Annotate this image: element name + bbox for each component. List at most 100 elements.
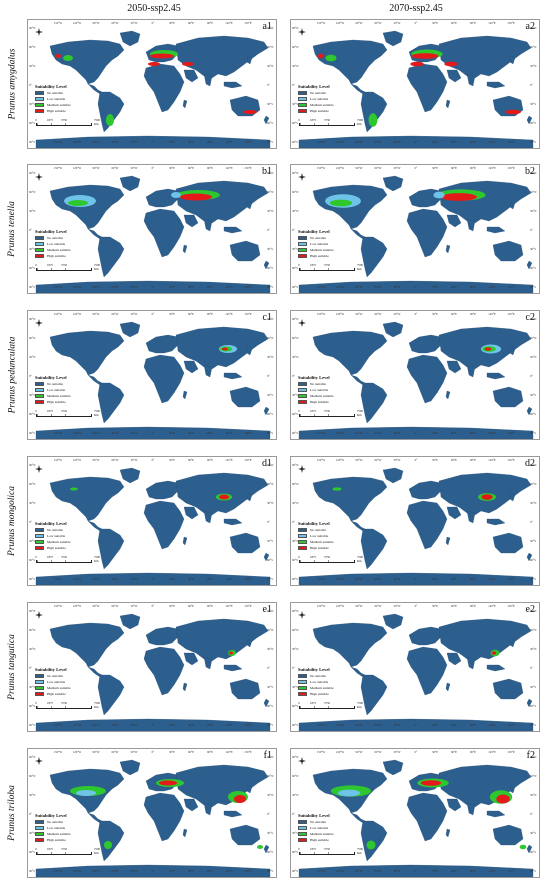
suitability-legend: Suitability Level No suitable Low suitable… <box>298 229 368 259</box>
land-area <box>183 798 199 812</box>
longitude-tick-label: 30°W <box>130 312 138 316</box>
latitude-tick-label: 30°N <box>530 209 537 213</box>
legend-label: Low suitable <box>310 242 329 246</box>
land-area <box>445 244 451 254</box>
longitude-tick-label: 30°W <box>393 577 401 581</box>
scale-tick-label: 0 <box>35 701 37 705</box>
latitude-tick-label: 30°S <box>292 831 298 835</box>
latitude-tick-label: 30°N <box>29 647 36 651</box>
scale-bar: 0 1875 3750 7500 Km <box>298 118 369 126</box>
land-area <box>223 810 243 818</box>
land-area <box>408 626 442 646</box>
longitude-tick-label: 120°W <box>72 21 82 25</box>
scale-tick-label: 3750 <box>324 118 330 122</box>
latitude-ticks-left: 90°N 60°N 30°N 0° 30°S 60°S 90°S <box>29 311 37 439</box>
longitude-tick-label: 60°E <box>450 458 458 462</box>
land-area <box>360 236 388 278</box>
legend-swatch <box>298 96 307 102</box>
longitude-tick-label: 120°W <box>335 285 345 289</box>
latitude-tick-label: 60°N <box>267 774 274 778</box>
high-suitability-area <box>444 61 458 67</box>
latitude-tick-label: 60°N <box>292 45 299 49</box>
latitude-tick-label: 30°N <box>292 793 299 797</box>
legend-swatch <box>298 539 307 545</box>
land-area <box>182 536 188 546</box>
longitude-tick-label: 30°W <box>130 577 138 581</box>
latitude-tick-label: 60°S <box>292 558 298 562</box>
longitude-tick-label: 60°E <box>450 140 458 144</box>
north-arrow-icon <box>298 28 306 36</box>
longitude-ticks-top: 150°W 120°W 90°W 60°W 30°W 0° 30°E 60°E 90°E 120°… <box>291 458 539 465</box>
longitude-ticks-top: 150°W 120°W 90°W 60°W 30°W 0° 30°E 60°E 90°E 120°… <box>28 750 276 757</box>
low-suitability-area <box>171 192 181 198</box>
land-area <box>360 674 388 716</box>
land-area <box>509 492 516 502</box>
longitude-tick-label: 150°W <box>316 140 326 144</box>
latitude-tick-label: 30°S <box>29 831 35 835</box>
longitude-tick-label: 30°E <box>431 21 439 25</box>
longitude-tick-label: 90°E <box>469 723 477 727</box>
land-area <box>143 354 185 404</box>
longitude-tick-label: 30°E <box>168 604 176 608</box>
land-area <box>203 218 213 232</box>
longitude-tick-label: 150°E <box>507 604 515 608</box>
longitude-tick-label: 150°E <box>244 750 252 754</box>
map-panel: 150°W 120°W 90°W 60°W 30°W 0° 30°E 60°E 90°E 120°… <box>27 310 277 440</box>
land-area <box>360 820 388 862</box>
longitude-tick-label: 30°W <box>393 458 401 462</box>
longitude-ticks-bottom: 150°W 120°W 90°W 60°W 30°W 0° 30°E 60°E 90°E 120°… <box>28 285 276 292</box>
land-area <box>492 532 524 554</box>
latitude-tick-label: 30°N <box>29 355 36 359</box>
latitude-tick-label: 30°N <box>530 64 537 68</box>
high-suitability-area <box>243 110 257 114</box>
latitude-tick-label: 60°N <box>29 774 36 778</box>
land-area <box>175 618 269 662</box>
land-area <box>49 184 125 230</box>
scale-tick-label: 3750 <box>324 263 330 267</box>
legend-label: Low suitable <box>310 534 329 538</box>
legend-item: Medium suitable <box>298 685 368 691</box>
latitude-tick-label: 30°N <box>29 64 36 68</box>
latitude-tick-label: 30°S <box>292 539 298 543</box>
longitude-tick-label: 120°W <box>72 285 82 289</box>
longitude-tick-label: 120°W <box>335 21 345 25</box>
suitability-legend: Suitability Level No suitable Low suitable… <box>298 84 368 114</box>
land-area <box>183 214 199 228</box>
legend-swatch <box>298 527 307 533</box>
scale-tick-label: 0 <box>298 847 300 851</box>
latitude-tick-label: 30°N <box>530 501 537 505</box>
longitude-tick-label: 90°W <box>92 750 100 754</box>
latitude-tick-label: 60°N <box>29 336 36 340</box>
longitude-tick-label: 120°W <box>72 312 82 316</box>
legend-item: No suitable <box>35 90 105 96</box>
latitude-tick-label: 60°S <box>29 121 35 125</box>
land-area <box>526 552 533 562</box>
scale-tick-label: 1875 <box>47 701 53 705</box>
longitude-tick-label: 0° <box>151 431 155 435</box>
longitude-tick-label: 120°E <box>225 723 233 727</box>
legend-swatch <box>35 673 44 679</box>
land-area <box>203 510 213 524</box>
longitude-tick-label: 150°E <box>507 458 515 462</box>
longitude-tick-label: 120°W <box>72 723 82 727</box>
longitude-tick-label: 150°W <box>316 458 326 462</box>
longitude-tick-label: 30°E <box>168 140 176 144</box>
legend-swatch <box>298 253 307 259</box>
latitude-ticks-left: 90°N 60°N 30°N 0° 30°S 60°S 90°S <box>292 20 300 148</box>
longitude-tick-label: 30°W <box>393 723 401 727</box>
high-suitability-area <box>55 54 61 58</box>
land-area <box>263 115 270 125</box>
longitude-tick-label: 0° <box>414 312 418 316</box>
legend-swatch <box>35 837 44 843</box>
legend-label: Medium suitable <box>47 394 71 398</box>
longitude-tick-label: 60°W <box>111 140 119 144</box>
high-suitability-area <box>441 193 477 201</box>
longitude-tick-label: 60°E <box>450 312 458 316</box>
land-area <box>203 73 213 87</box>
medium-suitability-area <box>106 114 114 126</box>
land-area <box>406 208 448 258</box>
high-suitability-area <box>505 109 521 115</box>
high-suitability-area <box>481 494 493 500</box>
legend-label: Low suitable <box>47 680 66 684</box>
scale-tick-label: 1875 <box>310 555 316 559</box>
